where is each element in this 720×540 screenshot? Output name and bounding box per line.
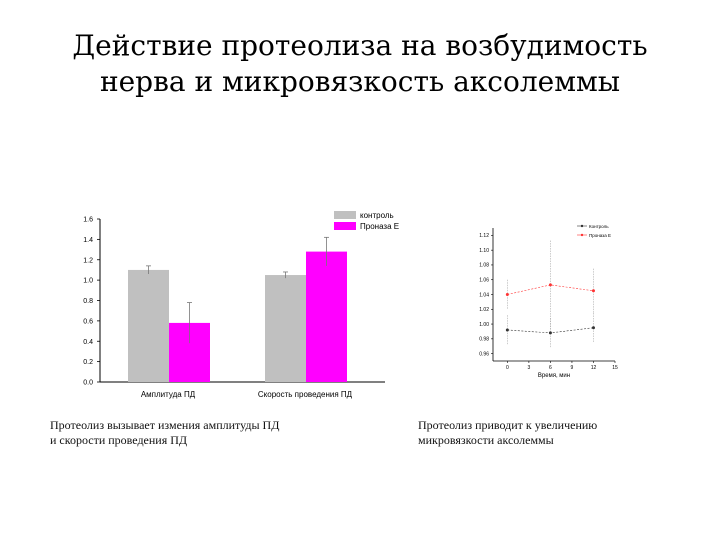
bar — [306, 251, 347, 382]
caption-right-line-2: микровязкости аксолеммы — [418, 433, 554, 447]
line-x-tick-label: 3 — [527, 365, 530, 371]
data-point — [505, 328, 509, 332]
bar-legend: контроль Проназа Е — [334, 211, 399, 231]
caption-right-line-1: Протеолиз приводит к увеличению — [418, 418, 598, 432]
caption-left-line-2: и скорости проведения ПД — [50, 433, 188, 447]
bar-category-label: Амплитуда ПД — [141, 390, 196, 399]
line-marks — [505, 240, 595, 348]
bar-marks — [128, 236, 347, 382]
bar-y-tick-label: 1.6 — [83, 217, 93, 224]
line-x-tick-label: 6 — [549, 365, 552, 371]
bar-y-axis-ticks: 0.0 0.2 0.4 0.6 0.8 1.0 1.2 1.4 1.6 — [83, 217, 100, 387]
line-x-tick-label: 9 — [571, 365, 574, 371]
caption-left-line-1: Протеолиз вызывает измения амплитуды ПД — [50, 418, 280, 432]
line-x-tick-label: 12 — [591, 365, 597, 371]
line-chart: 0.96 0.98 1.00 1.02 1.04 1.06 1.08 1.10 1.12 0 3 6… — [479, 224, 618, 379]
legend-label: контроль — [360, 211, 394, 220]
line-y-tick-label: 1.04 — [479, 292, 489, 298]
caption-right: Протеолиз приводит к увеличению микровяз… — [418, 418, 597, 448]
line-y-tick-label: 1.12 — [479, 233, 489, 239]
bar-chart: 0.0 0.2 0.4 0.6 0.8 1.0 1.2 1.4 1.6 Амплитуда ПД… — [83, 211, 399, 399]
bar-category-labels: Амплитуда ПД Скорость проведения ПД — [141, 390, 353, 399]
bar-y-tick-label: 0.0 — [83, 380, 93, 387]
bar-y-tick-label: 1.4 — [83, 237, 93, 244]
data-point — [591, 289, 595, 293]
line-x-axis-label: Время, мин — [538, 373, 570, 379]
line-y-tick-label: 0.96 — [479, 351, 489, 357]
bar-y-tick-label: 0.4 — [83, 339, 93, 346]
line-x-tick-label: 0 — [506, 365, 509, 371]
line-y-tick-label: 0.98 — [479, 337, 489, 343]
bar-y-tick-label: 0.8 — [83, 298, 93, 305]
bar-y-tick-label: 0.6 — [83, 318, 93, 325]
bar-y-tick-label: 1.2 — [83, 257, 93, 264]
legend-marker — [580, 224, 584, 228]
title-line-2: нерва и микровязкость аксолеммы — [99, 65, 621, 98]
legend-label: Проназа Е — [589, 233, 611, 238]
bar — [265, 275, 306, 382]
line-y-tick-label: 1.00 — [479, 322, 489, 328]
line-y-axis-ticks: 0.96 0.98 1.00 1.02 1.04 1.06 1.08 1.10 1.12 — [479, 233, 493, 357]
legend-label: Контроль — [589, 224, 609, 229]
caption-left: Протеолиз вызывает измения амплитуды ПД … — [50, 418, 279, 448]
line-legend: Контроль Проназа Е — [577, 224, 611, 238]
data-point — [548, 283, 552, 287]
line-y-tick-label: 1.10 — [479, 248, 489, 254]
line-y-tick-label: 1.06 — [479, 278, 489, 284]
bar — [128, 269, 169, 382]
legend-marker — [580, 233, 584, 237]
data-point — [505, 293, 509, 296]
slide-title: Действие протеолиза на возбудимость нерв… — [0, 28, 720, 100]
title-line-1: Действие протеолиза на возбудимость — [72, 29, 648, 62]
line-y-tick-label: 1.02 — [479, 307, 489, 313]
bar-y-tick-label: 1.0 — [83, 278, 93, 285]
series-line — [507, 284, 594, 295]
data-point — [591, 326, 595, 330]
bar-y-tick-label: 0.2 — [83, 359, 93, 366]
data-point — [548, 331, 552, 335]
legend-swatch — [334, 222, 356, 230]
legend-swatch — [334, 211, 356, 219]
line-x-tick-label: 15 — [612, 365, 618, 371]
bar-category-label: Скорость проведения ПД — [258, 390, 353, 399]
line-y-tick-label: 1.08 — [479, 263, 489, 269]
legend-label: Проназа Е — [360, 222, 399, 231]
line-x-axis-ticks: 0 3 6 9 12 15 — [506, 361, 618, 371]
